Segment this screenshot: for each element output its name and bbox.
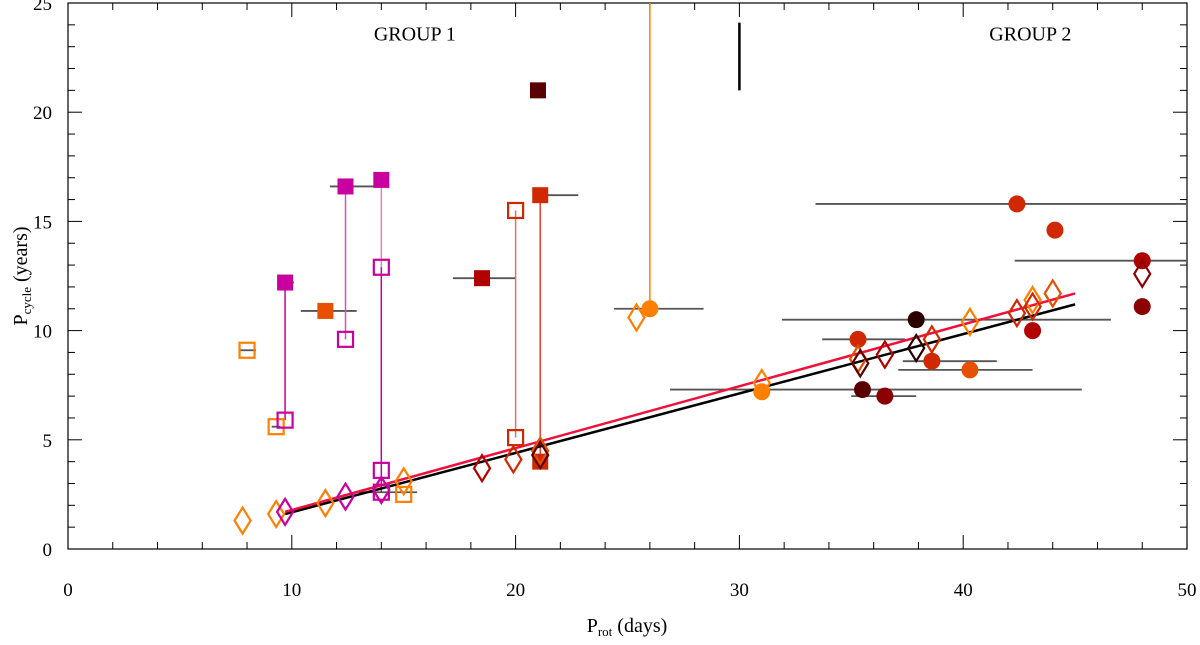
filled-circle-point xyxy=(853,381,871,399)
open-square-point xyxy=(276,411,294,429)
filled-circle-point xyxy=(876,387,894,405)
filled-square-point xyxy=(532,187,549,204)
y-tick-label: 20 xyxy=(33,103,52,124)
filled-circle-point xyxy=(1133,298,1151,316)
fit-red-line xyxy=(284,292,1076,514)
filled-square-point xyxy=(474,270,491,287)
plot-frame xyxy=(67,2,1188,550)
x-tick-label: 0 xyxy=(63,580,73,601)
group-label-1: GROUP 1 xyxy=(374,24,456,46)
filled-square-point xyxy=(529,82,546,99)
open-diamond-point xyxy=(850,348,870,379)
filled-circle-point xyxy=(1024,322,1042,340)
filled-square-point xyxy=(337,178,354,195)
x-tick-label: 40 xyxy=(954,580,973,601)
open-diamond-point xyxy=(336,481,355,512)
open-diamond-point xyxy=(1023,284,1042,316)
open-diamond-point xyxy=(1132,258,1152,289)
filled-circle-point xyxy=(849,330,867,348)
open-diamond-point xyxy=(875,339,895,370)
open-diamond-point xyxy=(848,343,868,375)
filled-circle-point xyxy=(641,300,659,318)
y-tick-label: 10 xyxy=(33,322,52,343)
open-diamond-point xyxy=(1023,291,1042,322)
y-tick-label: 0 xyxy=(43,540,53,561)
open-diamond-point xyxy=(922,324,942,355)
y-tick-label: 5 xyxy=(43,431,53,452)
filled-circle-point xyxy=(961,361,979,379)
open-diamond-point xyxy=(530,439,550,471)
open-diamond-point xyxy=(960,306,980,337)
open-diamond-point xyxy=(233,505,252,536)
x-axis-label: Prot (days) xyxy=(587,615,668,639)
open-square-point xyxy=(336,330,355,348)
open-square-point xyxy=(507,201,525,220)
open-diamond-point xyxy=(530,435,550,466)
filled-circle-point xyxy=(923,352,941,370)
filled-circle-point xyxy=(1046,221,1064,239)
y-tick-label: 15 xyxy=(33,212,52,233)
group-label-2: GROUP 2 xyxy=(989,24,1071,46)
filled-circle-point xyxy=(753,383,771,401)
open-diamond-point xyxy=(394,466,413,497)
open-diamond-point xyxy=(472,453,492,484)
filled-circle-point xyxy=(1008,195,1026,213)
open-square-point xyxy=(395,485,413,503)
open-square-point xyxy=(372,258,390,276)
y-axis-label: Pcycle (years) xyxy=(10,226,34,325)
open-diamond-point xyxy=(1007,298,1027,329)
filled-square-point xyxy=(373,171,390,188)
open-diamond-point xyxy=(275,496,295,527)
fit-black-line xyxy=(284,303,1076,516)
x-tick-label: 20 xyxy=(506,580,525,601)
x-tick-label: 30 xyxy=(730,580,749,601)
y-tick-label: 25 xyxy=(33,0,52,15)
filled-square-point xyxy=(317,302,334,319)
open-diamond-point xyxy=(504,444,523,475)
filled-circle-point xyxy=(907,311,925,329)
open-square-point xyxy=(507,429,525,447)
open-diamond-point xyxy=(1043,278,1063,309)
open-diamond-point xyxy=(266,498,286,530)
filled-square-point xyxy=(277,274,294,291)
open-diamond-point xyxy=(627,302,646,333)
open-diamond-point xyxy=(316,488,335,519)
x-tick-label: 10 xyxy=(282,580,301,601)
open-diamond-point xyxy=(372,474,391,506)
open-square-point xyxy=(238,341,256,359)
x-tick-label: 50 xyxy=(1178,580,1197,601)
open-diamond-point xyxy=(906,332,926,364)
